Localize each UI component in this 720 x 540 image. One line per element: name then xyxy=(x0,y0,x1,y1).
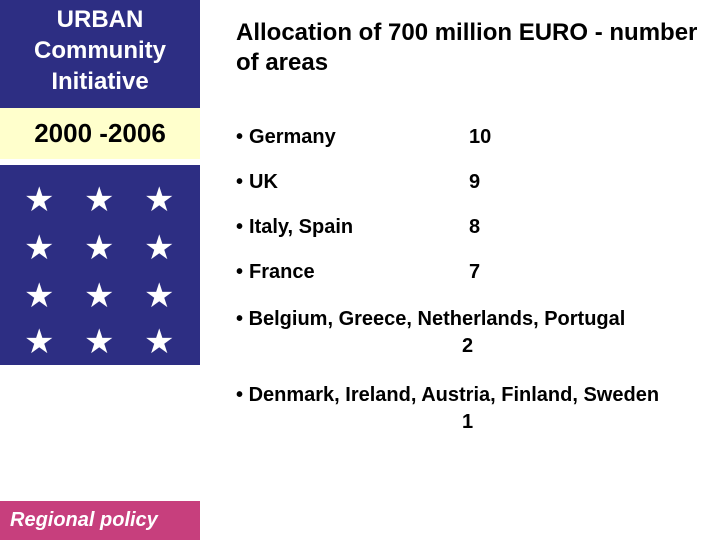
bullet-icon: • xyxy=(236,216,243,239)
star-icon: ★ xyxy=(144,279,174,313)
star-icon: ★ xyxy=(24,325,54,359)
area-count: 7 xyxy=(469,261,480,284)
star-icon: ★ xyxy=(24,231,54,265)
list-item-multi: • Belgium, Greece, Netherlands, Portugal… xyxy=(236,306,700,360)
bullet-icon: • xyxy=(236,126,243,149)
page-heading: Allocation of 700 million EURO - number … xyxy=(236,18,700,78)
star-icon: ★ xyxy=(24,183,54,217)
country-label: Italy, Spain xyxy=(249,216,469,239)
allocation-list: • Germany 10 • UK 9 • Italy, Spain 8 • F… xyxy=(236,126,700,436)
bullet-icon: • xyxy=(236,261,243,284)
star-icon: ★ xyxy=(144,231,174,265)
title-line-3: Initiative xyxy=(0,66,200,97)
area-count: 2 xyxy=(462,335,473,357)
sidebar-title-block: URBAN Community Initiative xyxy=(0,0,200,108)
country-label: Denmark, Ireland, Austria, Finland, Swed… xyxy=(249,384,659,406)
area-count: 8 xyxy=(469,216,480,239)
star-icon: ★ xyxy=(24,279,54,313)
list-item-multi: • Denmark, Ireland, Austria, Finland, Sw… xyxy=(236,382,700,436)
list-item: • Italy, Spain 8 xyxy=(236,216,700,239)
country-label: Germany xyxy=(249,126,469,149)
list-item: • UK 9 xyxy=(236,171,700,194)
area-count: 9 xyxy=(469,171,480,194)
star-icon: ★ xyxy=(84,231,114,265)
bullet-icon: • xyxy=(236,308,249,330)
country-label: France xyxy=(249,261,469,284)
star-icon: ★ xyxy=(84,183,114,217)
country-label: Belgium, Greece, Netherlands, Portugal xyxy=(249,308,626,330)
star-icon: ★ xyxy=(144,183,174,217)
eu-stars-graphic: ★ ★ ★ ★ ★ ★ ★ ★ ★ ★ ★ ★ xyxy=(0,165,200,365)
main-content: Allocation of 700 million EURO - number … xyxy=(200,0,720,540)
regional-policy-strip: Regional policy xyxy=(0,501,200,540)
list-item: • France 7 xyxy=(236,261,700,284)
star-icon: ★ xyxy=(84,279,114,313)
star-icon: ★ xyxy=(144,325,174,359)
bullet-icon: • xyxy=(236,171,243,194)
area-count: 1 xyxy=(462,411,473,433)
title-line-1: URBAN xyxy=(0,4,200,35)
list-item: • Germany 10 xyxy=(236,126,700,149)
title-line-2: Community xyxy=(0,35,200,66)
bullet-icon: • xyxy=(236,384,249,406)
regional-policy-label: Regional policy xyxy=(10,509,158,531)
sidebar: URBAN Community Initiative 2000 -2006 ★ … xyxy=(0,0,200,540)
area-count: 10 xyxy=(469,126,491,149)
year-block: 2000 -2006 xyxy=(0,108,200,159)
country-label: UK xyxy=(249,171,469,194)
star-icon: ★ xyxy=(84,325,114,359)
